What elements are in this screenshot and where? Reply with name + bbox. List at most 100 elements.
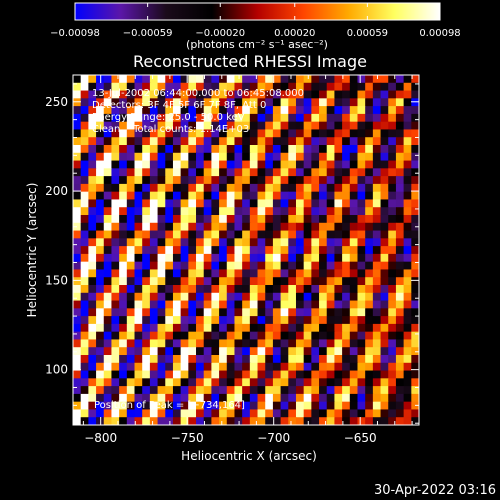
heatmap-cell: [226, 98, 236, 107]
heatmap-cell: [211, 308, 220, 317]
heatmap-cell: [411, 191, 419, 201]
heatmap-cell: [142, 277, 151, 286]
heatmap-cell: [203, 82, 212, 92]
heatmap-cell: [172, 347, 182, 356]
heatmap-cell: [349, 417, 359, 425]
heatmap-cell: [388, 230, 397, 239]
heatmap-cell: [111, 152, 120, 162]
heatmap-cell: [180, 300, 189, 309]
heatmap-cell: [372, 137, 382, 146]
heatmap-cell: [226, 355, 236, 364]
heatmap-cell: [349, 308, 359, 317]
heatmap-cell: [134, 183, 143, 193]
heatmap-cell: [249, 145, 259, 154]
heatmap-cell: [403, 199, 412, 208]
heatmap-cell: [380, 106, 389, 115]
heatmap-cell: [303, 230, 312, 239]
heatmap-cell: [73, 370, 82, 379]
heatmap-cell: [188, 253, 197, 263]
heatmap-cell: [203, 246, 212, 255]
heatmap-cell: [80, 339, 89, 348]
heatmap-cell: [349, 393, 359, 403]
heatmap-cell: [73, 401, 82, 411]
heatmap-cell: [149, 230, 159, 239]
heatmap-cell: [295, 160, 305, 169]
heatmap-cell: [280, 129, 289, 138]
heatmap-cell: [265, 152, 274, 162]
heatmap-cell: [288, 386, 297, 395]
heatmap-cell: [295, 222, 305, 232]
heatmap-cell: [111, 292, 120, 302]
heatmap-cell: [334, 98, 343, 107]
heatmap-cell: [219, 331, 228, 341]
heatmap-cell: [103, 378, 113, 387]
heatmap-cell: [219, 246, 228, 255]
heatmap-cell: [134, 222, 143, 232]
heatmap-cell: [103, 152, 113, 162]
heatmap-cell: [111, 75, 120, 84]
heatmap-cell: [103, 106, 113, 115]
heatmap-cell: [142, 331, 151, 341]
heatmap-cell: [165, 378, 174, 387]
heatmap-cell: [234, 393, 243, 403]
heatmap-cell: [365, 339, 374, 348]
heatmap-cell: [395, 253, 405, 263]
heatmap-cell: [211, 113, 220, 123]
heatmap-cell: [311, 238, 320, 247]
heatmap-cell: [395, 215, 405, 224]
heatmap-cell: [272, 323, 282, 333]
heatmap-cell: [142, 90, 151, 99]
heatmap-cell: [188, 401, 197, 411]
heatmap-cell: [311, 152, 320, 162]
heatmap-cell: [334, 137, 343, 146]
heatmap-cell: [211, 121, 220, 131]
heatmap-cell: [280, 401, 289, 411]
heatmap-cell: [180, 386, 189, 395]
heatmap-cell: [172, 137, 182, 146]
heatmap-cell: [188, 355, 197, 364]
heatmap-cell: [234, 152, 243, 162]
heatmap-cell: [96, 292, 105, 302]
heatmap-cell: [403, 90, 412, 99]
heatmap-cell: [111, 323, 120, 333]
heatmap-cell: [142, 183, 151, 193]
heatmap-cell: [280, 300, 289, 309]
heatmap-cell: [172, 409, 182, 418]
heatmap-cell: [272, 409, 282, 418]
heatmap-cell: [295, 339, 305, 348]
heatmap-cell: [111, 183, 120, 193]
heatmap-cell: [280, 378, 289, 387]
heatmap-cell: [303, 145, 312, 154]
heatmap-cell: [188, 323, 197, 333]
heatmap-cell: [111, 121, 120, 131]
heatmap-cell: [142, 386, 151, 395]
heatmap-cell: [403, 168, 412, 177]
heatmap-cell: [119, 401, 128, 411]
heatmap-cell: [342, 362, 351, 372]
heatmap-cell: [334, 331, 343, 341]
heatmap-cell: [249, 316, 259, 325]
heatmap-cell: [172, 261, 182, 271]
heatmap-cell: [73, 378, 82, 387]
heatmap-cell: [249, 222, 259, 232]
heatmap-cell: [149, 168, 159, 177]
heatmap-cell: [96, 261, 105, 271]
heatmap-cell: [80, 113, 89, 123]
heatmap-cell: [411, 137, 419, 146]
heatmap-cell: [388, 362, 397, 372]
heatmap-cell: [80, 378, 89, 387]
heatmap-cell: [234, 339, 243, 348]
heatmap-cell: [342, 145, 351, 154]
heatmap-cell: [196, 246, 205, 255]
heatmap-cell: [365, 207, 374, 216]
heatmap-cell: [319, 386, 328, 395]
heatmap-cell: [157, 300, 166, 309]
heatmap-cell: [365, 168, 374, 177]
heatmap-cell: [265, 90, 274, 99]
heatmap-cell: [196, 137, 205, 146]
heatmap-cell: [272, 401, 282, 411]
heatmap-cell: [157, 121, 166, 131]
heatmap-cell: [357, 347, 366, 356]
heatmap-cell: [334, 145, 343, 154]
heatmap-cell: [96, 323, 105, 333]
